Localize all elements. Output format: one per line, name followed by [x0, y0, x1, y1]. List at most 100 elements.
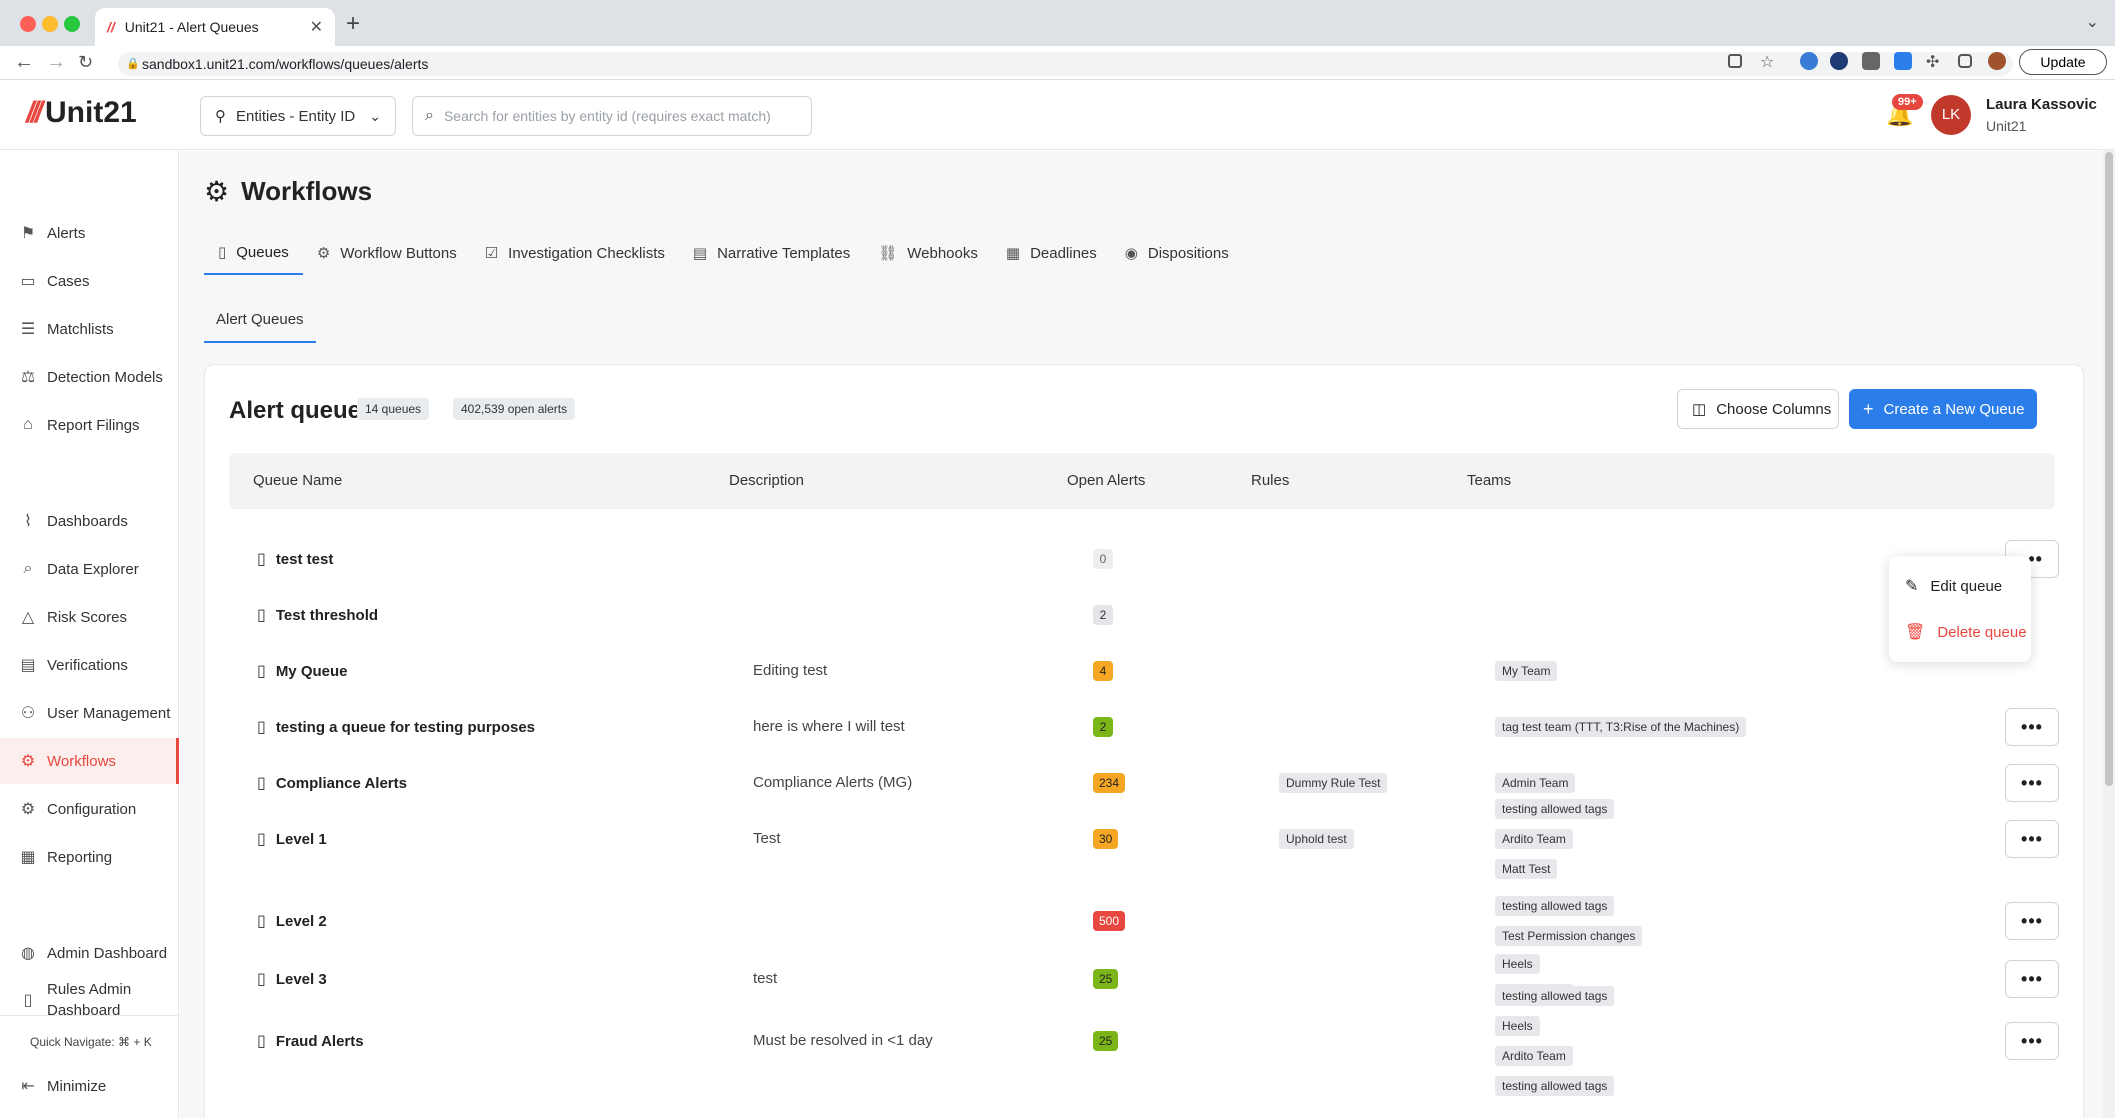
- close-tab-icon[interactable]: ✕: [309, 19, 323, 36]
- row-actions-button[interactable]: •••: [2005, 960, 2059, 998]
- sidebar-item-label: Configuration: [47, 800, 137, 818]
- column-header-open-alerts[interactable]: Open Alerts: [1067, 472, 1146, 489]
- queue-name[interactable]: ▯ Level 2: [257, 911, 327, 931]
- bookmark-star-icon[interactable]: ☆: [1760, 54, 1775, 71]
- sidebar-item-data-explorer[interactable]: ⌕ Data Explorer: [0, 546, 179, 592]
- open-alerts-count-badge: 25: [1093, 1031, 1119, 1051]
- queue-name-text: Level 2: [275, 912, 327, 930]
- extension-2-icon[interactable]: [1830, 52, 1848, 70]
- queue-name[interactable]: ▯ Test threshold: [257, 605, 378, 625]
- sidebar-item-user-management[interactable]: ⚇ User Management: [0, 690, 179, 736]
- reload-icon[interactable]: ↻: [78, 52, 94, 72]
- extensions-puzzle-icon[interactable]: ✣: [1926, 54, 1940, 71]
- choose-columns-button[interactable]: ◫ Choose Columns: [1677, 389, 1839, 429]
- checklist-icon: ☑: [484, 245, 499, 262]
- share-icon[interactable]: [1728, 54, 1742, 68]
- workflow-icon: ⚙: [316, 245, 331, 262]
- gear-icon: ⚙: [20, 801, 36, 818]
- sidebar-item-verifications[interactable]: ▤ Verifications: [0, 642, 179, 688]
- row-actions-button[interactable]: •••: [2005, 764, 2059, 802]
- sidebar-item-risk-scores[interactable]: △ Risk Scores: [0, 594, 179, 640]
- sidebar-item-detection-models[interactable]: ⚖ Detection Models: [0, 354, 179, 400]
- close-window-button[interactable]: [20, 16, 36, 32]
- create-queue-button[interactable]: + Create a New Queue: [1849, 389, 2037, 429]
- queue-name[interactable]: ▯ Level 3: [257, 969, 327, 989]
- sidebar-minimize-button[interactable]: ⇤ Minimize: [0, 1063, 179, 1109]
- subtabs: Alert Queues: [204, 301, 316, 343]
- workflow-tabs: ▯ Queues ⚙ Workflow Buttons ☑ Investigation…: [204, 231, 1243, 275]
- extension-3-icon[interactable]: [1862, 52, 1880, 70]
- sidebar-item-cases[interactable]: ▭ Cases: [0, 258, 179, 304]
- back-icon[interactable]: ←: [14, 51, 34, 73]
- team-tag: testing allowed tags: [1495, 1076, 1615, 1096]
- queue-name[interactable]: ▯ testing a queue for testing purposes: [257, 717, 535, 737]
- row-actions-button[interactable]: •••: [2005, 708, 2059, 746]
- table-header: Queue Name Description Open Alerts Rules…: [229, 453, 2055, 509]
- queue-name-text: Level 3: [275, 970, 327, 988]
- download-extension-icon[interactable]: [1894, 52, 1912, 70]
- user-avatar[interactable]: LK: [1931, 95, 1971, 135]
- open-alerts-count-badge: 25: [1093, 969, 1119, 989]
- row-actions-button[interactable]: •••: [2005, 902, 2059, 940]
- column-header-description[interactable]: Description: [729, 472, 805, 489]
- column-header-teams[interactable]: Teams: [1467, 472, 1512, 489]
- workflow-icon: ⚙: [20, 753, 36, 770]
- tab-search-chevron-icon[interactable]: ⌄: [2085, 14, 2099, 31]
- tab-label: Investigation Checklists: [508, 244, 665, 262]
- queue-name[interactable]: ▯ Level 1: [257, 829, 327, 849]
- sidebar-item-report-filings[interactable]: ⌂ Report Filings: [0, 402, 179, 448]
- queue-name[interactable]: ▯ test test: [257, 549, 333, 569]
- browser-tab-title: Unit21 - Alert Queues: [124, 19, 259, 35]
- tab-dispositions[interactable]: ◉ Dispositions: [1111, 231, 1243, 275]
- scrollbar-thumb[interactable]: [2105, 152, 2113, 786]
- row-actions-button[interactable]: •••: [2005, 1022, 2059, 1060]
- subtab-alert-queues[interactable]: Alert Queues: [204, 301, 316, 343]
- sidebar-item-workflows[interactable]: ⚙ Workflows: [0, 738, 179, 784]
- column-header-rules[interactable]: Rules: [1251, 472, 1290, 489]
- tab-deadlines[interactable]: ▦ Deadlines: [992, 231, 1111, 275]
- sidebar-item-admin-dashboard[interactable]: ◍ Admin Dashboard: [0, 930, 179, 976]
- entity-search-input[interactable]: [443, 108, 784, 124]
- edit-queue-menu-item[interactable]: ✎ Edit queue: [1905, 576, 2002, 596]
- side-panel-icon[interactable]: [1958, 54, 1972, 68]
- user-name[interactable]: Laura Kassovic: [1986, 96, 2097, 113]
- entity-search-box[interactable]: ⌕: [412, 96, 812, 136]
- queue-name[interactable]: ▯ Compliance Alerts: [257, 773, 407, 793]
- sidebar-item-reporting[interactable]: ▦ Reporting: [0, 834, 179, 880]
- tab-investigation-checklists[interactable]: ☑ Investigation Checklists: [471, 231, 679, 275]
- sidebar-item-alerts[interactable]: ⚑ Alerts: [0, 210, 179, 256]
- unit21-logo-mark-icon: ///: [26, 96, 43, 129]
- sidebar-divider: [0, 1015, 179, 1016]
- sidebar-item-dashboards[interactable]: ⌇ Dashboards: [0, 498, 179, 544]
- delete-queue-menu-item[interactable]: 🗑 Delete queue: [1905, 622, 2027, 642]
- new-tab-icon[interactable]: +: [346, 10, 361, 37]
- browser-tab[interactable]: // Unit21 - Alert Queues ✕: [95, 8, 335, 46]
- sidebar-item-label: Data Explorer: [47, 560, 139, 578]
- address-bar[interactable]: 🔒 sandbox1.unit21.com/workflows/queues/a…: [118, 52, 2013, 76]
- open-alerts-count-badge: 0: [1093, 549, 1113, 569]
- profile-avatar-icon[interactable]: [1988, 52, 2006, 70]
- minimize-window-button[interactable]: [42, 16, 58, 32]
- tab-queues[interactable]: ▯ Queues: [204, 231, 303, 275]
- queue-name[interactable]: ▯ My Queue: [257, 661, 348, 681]
- page-title: ⚙ Workflows: [204, 175, 372, 208]
- entity-search-type-select[interactable]: ⚲ Entities - Entity ID ⌄: [200, 96, 396, 136]
- unit21-logo[interactable]: /// Unit21: [26, 96, 137, 130]
- tab-webhooks[interactable]: ⛓ Webhooks: [864, 231, 992, 275]
- sidebar-item-configuration[interactable]: ⚙ Configuration: [0, 786, 179, 832]
- zoom-window-button[interactable]: [64, 16, 80, 32]
- tab-narrative-templates[interactable]: ▤ Narrative Templates: [679, 231, 864, 275]
- queue-name[interactable]: ▯ Fraud Alerts: [257, 1031, 364, 1051]
- browser-update-button[interactable]: Update: [2019, 49, 2107, 75]
- pencil-icon: ✎: [1905, 578, 1919, 595]
- extension-1-icon[interactable]: [1800, 52, 1818, 70]
- tab-workflow-buttons[interactable]: ⚙ Workflow Buttons: [303, 231, 471, 275]
- forward-icon[interactable]: →: [46, 51, 66, 73]
- sidebar-item-matchlists[interactable]: ☰ Matchlists: [0, 306, 179, 352]
- column-header-queue-name[interactable]: Queue Name: [253, 472, 343, 489]
- user-org: Unit21: [1986, 118, 2027, 134]
- row-actions-button[interactable]: •••: [2005, 820, 2059, 858]
- tab-label: Narrative Templates: [717, 244, 851, 262]
- sidebar-item-rules-admin-dashboard[interactable]: ▯ Rules Admin Dashboard: [0, 976, 179, 1024]
- tab-label: Workflow Buttons: [340, 244, 457, 262]
